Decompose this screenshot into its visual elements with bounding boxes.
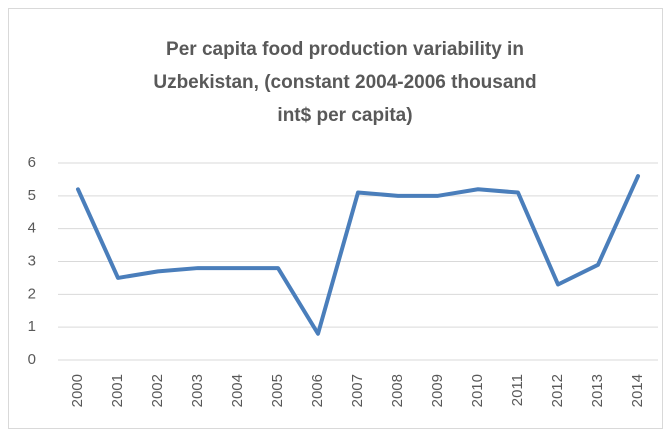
x-tick-label: 2001 (109, 374, 126, 407)
chart-border (8, 8, 663, 429)
x-tick-label: 2011 (509, 374, 526, 406)
y-tick-label: 0 (28, 351, 36, 368)
x-tick-label: 2006 (309, 374, 326, 407)
x-tick-label: 2009 (429, 374, 446, 407)
x-tick-label: 2007 (349, 374, 366, 407)
chart-title: Per capita food production variability i… (166, 39, 524, 60)
x-tick-label: 2002 (149, 374, 166, 407)
y-tick-label: 3 (28, 252, 36, 269)
x-tick-label: 2005 (269, 374, 286, 407)
x-tick-label: 2013 (589, 374, 606, 407)
y-tick-label: 6 (28, 154, 36, 171)
x-tick-label: 2003 (189, 374, 206, 407)
y-tick-label: 4 (28, 220, 36, 237)
x-tick-label: 2012 (549, 374, 566, 407)
chart-title: Uzbekistan, (constant 2004-2006 thousand (153, 72, 536, 93)
x-tick-label: 2000 (69, 374, 86, 407)
chart-title: int$ per capita) (277, 105, 412, 126)
y-tick-label: 1 (28, 318, 36, 335)
y-tick-label: 5 (28, 187, 36, 204)
x-tick-label: 2014 (629, 374, 646, 407)
x-tick-label: 2010 (469, 374, 486, 407)
y-tick-label: 2 (28, 285, 36, 302)
x-tick-label: 2004 (229, 374, 246, 407)
data-line (76, 174, 640, 336)
x-tick-label: 2008 (389, 374, 406, 407)
